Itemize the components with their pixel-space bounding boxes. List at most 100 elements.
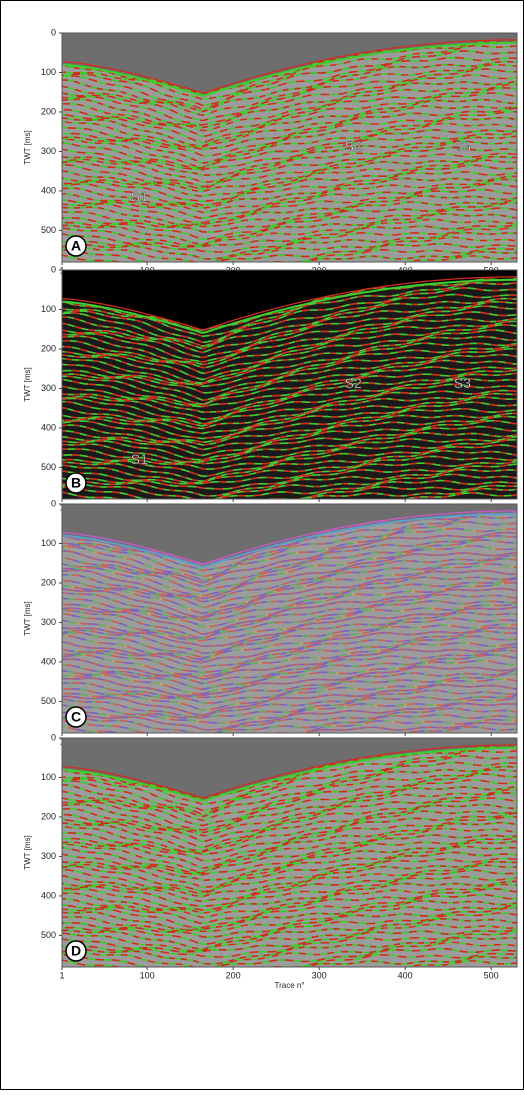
horizon (62, 110, 517, 157)
horizon (62, 864, 517, 903)
horizon (62, 60, 517, 113)
horizon (302, 250, 517, 262)
seismic-image (62, 738, 517, 967)
horizon (62, 98, 517, 147)
horizon (62, 159, 517, 198)
horizon (62, 928, 517, 953)
horizon (62, 171, 517, 207)
horizon (302, 721, 517, 733)
horizon (62, 444, 517, 478)
horizon (62, 812, 517, 856)
horizon (62, 353, 517, 401)
horizon (62, 539, 517, 593)
horizon (62, 569, 517, 618)
water (62, 738, 517, 801)
horizon (62, 815, 517, 862)
horizon (62, 444, 517, 478)
horizon (62, 281, 517, 338)
y-tick-label: 0 (51, 27, 56, 37)
horizon (403, 255, 517, 262)
horizon (62, 511, 517, 566)
horizon (62, 389, 517, 427)
horizon (62, 713, 517, 733)
horizon (62, 845, 517, 888)
horizon (62, 468, 517, 497)
plot-frame (61, 32, 518, 263)
horizon (62, 635, 517, 674)
horizon (62, 659, 517, 695)
horizon (62, 792, 517, 843)
horizon (62, 812, 517, 856)
y-tick-label: 300 (41, 617, 56, 627)
horizon (62, 857, 517, 895)
horizon (62, 694, 517, 719)
horizon (62, 906, 517, 938)
horizon (62, 80, 517, 129)
horizon (62, 527, 517, 582)
horizon (62, 611, 517, 654)
horizon (62, 936, 517, 965)
horizon (62, 876, 517, 912)
water (62, 270, 517, 333)
x-tick-label: 400 (398, 970, 413, 980)
horizon (62, 74, 517, 126)
horizon (62, 626, 517, 664)
horizon (62, 635, 517, 674)
y-tick-label: 400 (41, 890, 56, 900)
horizon (62, 175, 517, 209)
surface-line (62, 744, 517, 799)
horizon (62, 425, 517, 461)
horizon (62, 581, 517, 628)
horizon (62, 718, 517, 733)
y-tick-label: 100 (41, 67, 56, 77)
horizon (62, 578, 517, 622)
horizon (62, 649, 517, 685)
horizon (62, 329, 517, 381)
horizon (62, 666, 517, 697)
horizon (62, 654, 517, 691)
y-axis-label: TWT [ms] (23, 601, 32, 636)
horizon (62, 293, 517, 348)
horizon (62, 287, 517, 344)
horizon (62, 438, 517, 470)
horizon (62, 198, 517, 228)
panel-label: D (71, 943, 81, 959)
horizon (62, 301, 517, 354)
horizon (62, 669, 517, 699)
y-tick-label: 200 (41, 343, 56, 353)
horizon (62, 779, 517, 831)
horizon (62, 593, 517, 640)
horizon (62, 527, 517, 582)
horizon (62, 463, 517, 490)
horizon (62, 369, 517, 408)
horizon (62, 105, 517, 148)
horizon (62, 917, 517, 951)
horizon (62, 581, 517, 628)
horizon (62, 803, 517, 852)
horizon (62, 484, 517, 499)
horizon (62, 659, 517, 695)
horizon (62, 654, 517, 691)
horizon (62, 893, 517, 929)
horizon (62, 408, 517, 444)
horizon (62, 129, 517, 169)
horizon (62, 869, 517, 908)
panel-label: C (71, 709, 81, 725)
horizon (62, 587, 517, 635)
horizon (62, 463, 517, 490)
horizon (62, 107, 517, 151)
horizon (62, 773, 517, 827)
horizon (62, 401, 517, 440)
horizon (62, 515, 517, 572)
horizon (62, 311, 517, 363)
horizon (62, 140, 517, 183)
horizon (62, 415, 517, 451)
horizon (62, 745, 517, 800)
horizon (62, 630, 517, 669)
y-tick-label: 200 (41, 577, 56, 587)
horizon (62, 146, 517, 188)
horizon (62, 44, 517, 101)
horizon (62, 297, 517, 350)
horizon (62, 377, 517, 420)
